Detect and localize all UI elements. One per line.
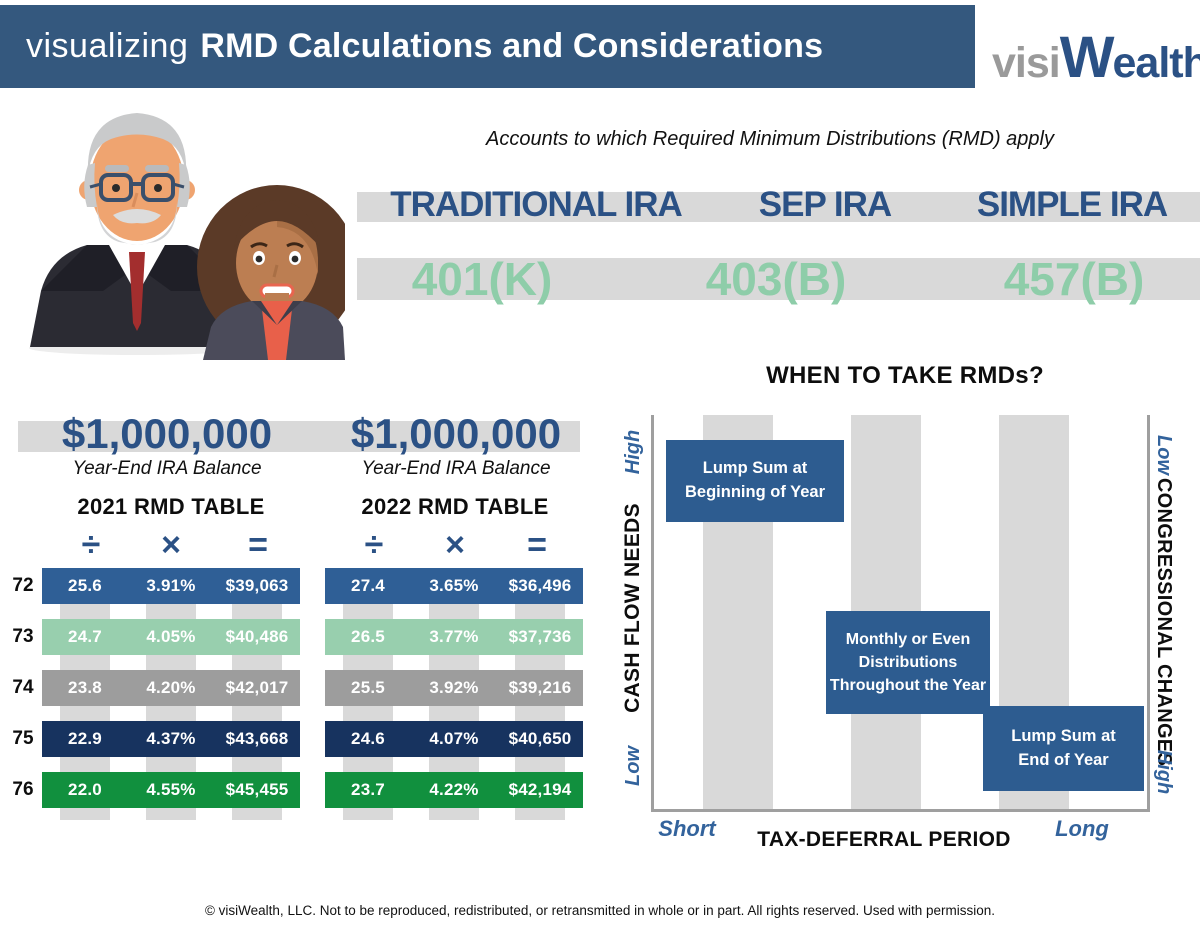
x-axis-short-label: Short <box>658 816 716 841</box>
amount-cell: $36,496 <box>508 576 572 595</box>
account-types-band <box>357 192 1200 222</box>
rmd-table-2021: 25.6 3.91% $39,063 24.7 4.05% $40,486 23… <box>42 568 300 820</box>
multiply-symbol: × <box>161 526 181 564</box>
page-title-light: visualizing <box>26 27 189 65</box>
divisor-cell: 26.5 <box>351 627 385 646</box>
percent-cell: 3.65% <box>429 576 479 595</box>
chart-plot-area: Lump Sum at Beginning of Year Monthly or… <box>651 415 1150 812</box>
header-bar: visualizing RMD Calculations and Conside… <box>0 5 975 88</box>
amount-cell: $40,486 <box>225 627 289 646</box>
table-row-age-76: 22.0 4.55% $45,455 <box>42 772 300 808</box>
amount-cell: $40,650 <box>508 729 572 748</box>
plan-type-457b: 457(B) <box>1003 253 1145 305</box>
account-type-sep-ira: SEP IRA <box>758 185 892 224</box>
divisor-cell: 24.7 <box>68 627 102 646</box>
age-label: 72 <box>12 575 34 596</box>
table-row-age-74: 25.5 3.92% $39,216 <box>325 670 583 706</box>
logo-text-gray: visi <box>992 39 1061 87</box>
table-row-age-73: 24.7 4.05% $40,486 <box>42 619 300 655</box>
divisor-cell: 23.7 <box>351 780 385 799</box>
table-row-age-75: 22.9 4.37% $43,668 <box>42 721 300 757</box>
table-title-2022: 2022 RMD TABLE <box>361 494 549 519</box>
percent-cell: 4.55% <box>146 780 196 799</box>
percent-cell: 3.77% <box>429 627 479 646</box>
chart-box-lump-sum-beginning: Lump Sum at Beginning of Year <box>666 440 844 522</box>
multiply-symbol: × <box>445 526 465 564</box>
plan-type-401k: 401(K) <box>411 253 553 305</box>
equals-symbol: = <box>527 526 547 564</box>
percent-cell: 4.22% <box>429 780 479 799</box>
divisor-cell: 25.5 <box>351 678 385 697</box>
age-label: 76 <box>12 779 34 800</box>
table-row-age-76: 23.7 4.22% $42,194 <box>325 772 583 808</box>
rmd-table-2022: 27.4 3.65% $36,496 26.5 3.77% $37,736 25… <box>325 568 583 820</box>
table-row-age-72: 27.4 3.65% $36,496 <box>325 568 583 604</box>
age-label: 73 <box>12 626 34 647</box>
retired-couple-illustration <box>29 113 345 360</box>
balance-band <box>18 421 580 452</box>
divisor-cell: 22.0 <box>68 780 102 799</box>
plan-type-403b: 403(B) <box>705 253 847 305</box>
equals-symbol: = <box>248 526 268 564</box>
table-title-2021: 2021 RMD TABLE <box>77 494 265 519</box>
table-row-age-72: 25.6 3.91% $39,063 <box>42 568 300 604</box>
y-right-high-label: High <box>1153 749 1176 795</box>
balance-caption-2022: Year-End IRA Balance <box>361 458 551 479</box>
amount-cell: $42,194 <box>508 780 572 799</box>
age-column: 72 73 74 75 76 <box>8 568 38 823</box>
account-type-simple-ira: SIMPLE IRA <box>976 185 1168 224</box>
percent-cell: 4.05% <box>146 627 196 646</box>
divisor-cell: 22.9 <box>68 729 102 748</box>
percent-cell: 4.37% <box>146 729 196 748</box>
percent-cell: 3.91% <box>146 576 196 595</box>
woman-avatar <box>197 185 345 360</box>
amount-cell: $42,017 <box>225 678 289 697</box>
divisor-cell: 27.4 <box>351 576 385 595</box>
percent-cell: 3.92% <box>429 678 479 697</box>
table-row-age-73: 26.5 3.77% $37,736 <box>325 619 583 655</box>
percent-cell: 4.20% <box>146 678 196 697</box>
percent-cell: 4.07% <box>429 729 479 748</box>
balance-2022: $1,000,000 <box>350 410 562 457</box>
x-axis-label: TAX-DEFERRAL PERIOD <box>757 828 1011 851</box>
visiwealth-logo: visiWealth <box>992 24 1200 91</box>
amount-cell: $39,216 <box>508 678 572 697</box>
divide-symbol: ÷ <box>81 526 101 564</box>
chart-box-monthly-distributions: Monthly or Even Distributions Throughout… <box>826 611 990 714</box>
copyright-footer: © visiWealth, LLC. Not to be reproduced,… <box>204 903 996 918</box>
logo-text-blue: ealth <box>1112 39 1200 87</box>
logo-w-mark: W <box>1059 25 1115 90</box>
amount-cell: $39,063 <box>225 576 289 595</box>
table-row-age-75: 24.6 4.07% $40,650 <box>325 721 583 757</box>
amount-cell: $43,668 <box>225 729 289 748</box>
account-type-traditional-ira: TRADITIONAL IRA <box>390 185 683 224</box>
balance-caption-2021: Year-End IRA Balance <box>72 458 262 479</box>
chart-title: WHEN TO TAKE RMDs? <box>766 362 1044 389</box>
amount-cell: $37,736 <box>508 627 572 646</box>
accounts-caption: Accounts to which Required Minimum Distr… <box>486 128 1054 150</box>
divisor-cell: 23.8 <box>68 678 102 697</box>
age-label: 75 <box>12 728 34 749</box>
age-label: 74 <box>12 677 34 698</box>
amount-cell: $45,455 <box>225 780 289 799</box>
balance-2021: $1,000,000 <box>61 410 273 457</box>
page-title-bold: RMD Calculations and Considerations <box>200 27 824 65</box>
chart-box-lump-sum-end: Lump Sum at End of Year <box>983 706 1144 791</box>
divisor-cell: 24.6 <box>351 729 385 748</box>
divide-symbol: ÷ <box>364 526 384 564</box>
divisor-cell: 25.6 <box>68 576 102 595</box>
table-row-age-74: 23.8 4.20% $42,017 <box>42 670 300 706</box>
man-avatar <box>30 113 244 347</box>
y-left-low-label: Low <box>621 746 644 786</box>
x-axis-long-label: Long <box>1055 816 1109 841</box>
plan-types-band <box>357 258 1200 300</box>
